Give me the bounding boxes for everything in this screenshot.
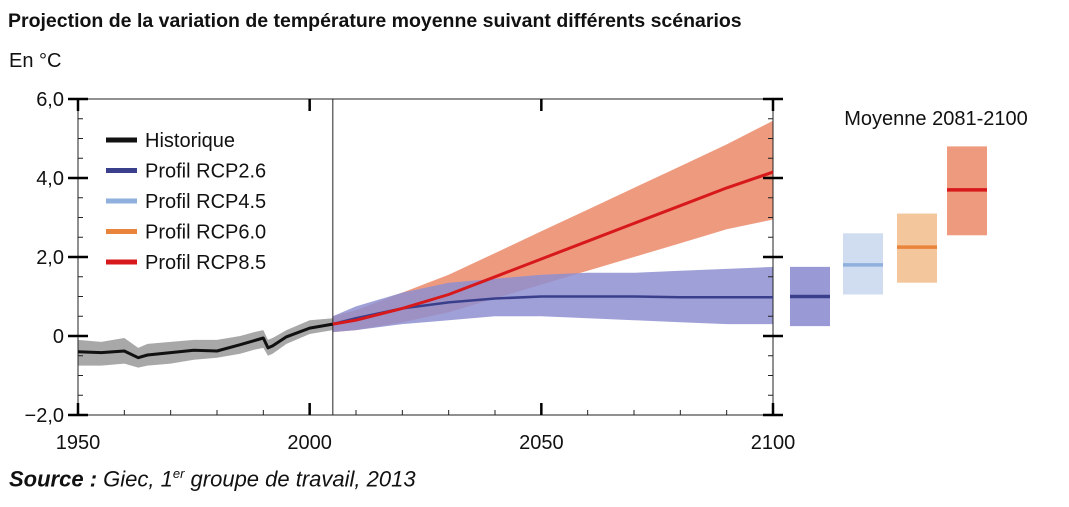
chart-title: Projection de la variation de températur… — [8, 10, 742, 32]
side-panel-title: Moyenne 2081-2100 — [844, 108, 1027, 130]
source-note: Source : Giec, 1er groupe de travail, 20… — [9, 466, 416, 492]
x-tick-label: 2100 — [751, 432, 796, 454]
legend-label-historique: Historique — [145, 130, 235, 152]
mean-line-profil-rcp8-5 — [332, 170, 774, 326]
legend-label-profil-rcp6-0: Profil RCP6.0 — [145, 222, 266, 244]
y-tick-label: −2,0 — [25, 405, 64, 427]
uncertainty-band-profil-rcp2-6 — [332, 266, 773, 333]
mean-line-historique — [77, 322, 334, 360]
y-axis-unit-label: En °C — [9, 50, 62, 72]
uncertainty-band-profil-rcp8-5 — [332, 120, 773, 333]
y-tick-label: 6,0 — [36, 89, 64, 111]
legend-label-profil-rcp4-5: Profil RCP4.5 — [145, 191, 266, 213]
legend-label-profil-rcp8-5: Profil RCP8.5 — [145, 252, 266, 274]
source-text-prefix: Giec, 1 — [103, 466, 173, 492]
legend: Historique Profil RCP2.6 Profil RCP4.5 Prof… — [106, 130, 266, 274]
x-tick-label: 2050 — [519, 432, 564, 454]
y-tick-label: 2,0 — [36, 247, 64, 269]
y-tick-label: 0 — [53, 326, 64, 348]
source-superscript: er — [172, 466, 185, 481]
source-text-suffix: groupe de travail, 2013 — [184, 466, 416, 492]
x-tick-label: 2000 — [287, 432, 332, 454]
x-tick-label: 1950 — [56, 432, 101, 454]
uncertainty-band-historique — [78, 318, 333, 368]
source-label: Source : — [9, 466, 98, 492]
legend-label-profil-rcp2-6: Profil RCP2.6 — [145, 161, 266, 183]
y-tick-label: 4,0 — [36, 168, 64, 190]
